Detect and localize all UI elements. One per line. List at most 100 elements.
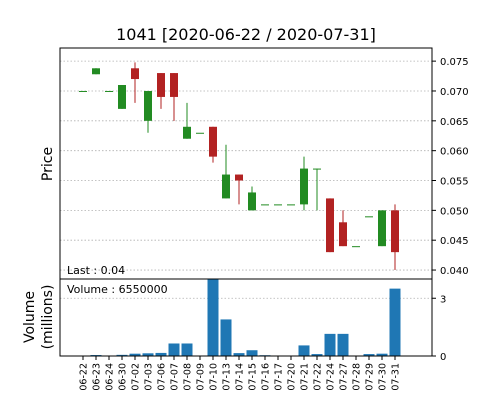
candle-07-06 xyxy=(157,73,165,109)
date-tick-label: 07-15 xyxy=(248,363,259,391)
candle-07-17 xyxy=(274,204,282,206)
date-tick-label: 07-29 xyxy=(365,363,376,391)
candle-body xyxy=(170,73,178,97)
date-tick-label: 06-23 xyxy=(92,363,103,391)
price-panel: 0.040 0.045 0.050 0.055 0.060 0.065 0.070 0.075… xyxy=(40,47,469,280)
candle-07-10 xyxy=(209,126,217,163)
date-tick-label: 07-30 xyxy=(378,363,389,391)
volume-annotation: Volume : 6550000 xyxy=(67,283,168,296)
volume-bar-07-07 xyxy=(168,343,180,356)
candle-07-15 xyxy=(248,186,256,211)
price-panel-frame xyxy=(59,47,433,280)
price-tick-label: 0.055 xyxy=(440,177,469,188)
candle-body xyxy=(274,204,282,206)
candle-07-08 xyxy=(183,102,191,139)
date-tick-label: 06-24 xyxy=(105,363,116,391)
date-tick-label: 06-30 xyxy=(118,363,129,391)
volume-axis-label: Volume (millions) xyxy=(22,285,56,350)
price-axis: 0.040 0.045 0.050 0.055 0.060 0.065 0.070 0.075 xyxy=(432,57,469,277)
volume-bar-07-31 xyxy=(389,288,401,356)
date-tick-label: 07-27 xyxy=(339,363,350,391)
candle-body xyxy=(222,174,230,199)
date-tick-label: 07-13 xyxy=(222,363,233,391)
volume-bar-06-30 xyxy=(116,354,128,356)
volume-bar-07-08 xyxy=(181,343,193,356)
candle-body xyxy=(105,90,113,92)
candle-body xyxy=(157,73,165,97)
candle-body xyxy=(92,68,100,75)
candle-body xyxy=(326,198,334,253)
date-tick-label: 07-09 xyxy=(196,363,207,391)
volume-bar-07-29 xyxy=(363,354,375,356)
date-tick-label: 07-06 xyxy=(157,363,168,391)
candle-body xyxy=(235,174,243,181)
price-tick-label: 0.065 xyxy=(440,117,469,128)
last-price-annotation: Last : 0.04 xyxy=(67,264,125,277)
candle-body xyxy=(287,204,295,206)
candle-07-14 xyxy=(235,174,243,205)
date-tick-label: 07-16 xyxy=(261,363,272,391)
candle-07-20 xyxy=(287,204,295,206)
price-tick-label: 0.070 xyxy=(440,87,469,98)
volume-panel-frame xyxy=(59,278,433,357)
volume-panel: 03 Volume (millions) Volume : 6550000 xyxy=(22,278,446,363)
candle-07-29 xyxy=(365,216,373,218)
date-tick-label: 07-21 xyxy=(300,363,311,391)
volume-bar-07-15 xyxy=(246,350,258,356)
candle-body xyxy=(144,90,152,121)
volume-bar-07-24 xyxy=(324,333,336,356)
volume-tick-label: 3 xyxy=(440,294,446,305)
date-tick-label: 07-17 xyxy=(274,363,285,391)
candle-07-21 xyxy=(300,156,308,211)
price-tick-label: 0.040 xyxy=(440,266,469,277)
candle-body xyxy=(300,168,308,205)
candle-07-27 xyxy=(339,210,347,247)
chart-title: 1041 [2020-06-22 / 2020-07-31] xyxy=(116,25,376,44)
date-tick-label: 07-07 xyxy=(170,363,181,391)
price-candles xyxy=(79,62,399,271)
date-tick-label: 07-03 xyxy=(144,363,155,391)
candle-07-02 xyxy=(131,62,139,103)
candle-body xyxy=(378,210,386,247)
volume-bar-07-30 xyxy=(376,353,388,356)
date-tick-label: 06-22 xyxy=(79,363,90,391)
volume-bar-07-27 xyxy=(337,333,349,356)
volume-bar-07-13 xyxy=(220,319,232,356)
candle-body xyxy=(118,85,126,109)
candle-07-31 xyxy=(391,204,399,271)
date-tick-label: 07-22 xyxy=(313,363,324,391)
price-tick-label: 0.060 xyxy=(440,147,469,158)
date-tick-label: 07-28 xyxy=(352,363,363,391)
candle-body xyxy=(248,192,256,211)
volume-axis: 03 xyxy=(432,294,446,363)
candle-body xyxy=(313,168,321,170)
candle-07-30 xyxy=(378,210,386,247)
price-axis-label: Price xyxy=(40,147,56,181)
volume-bar-07-10 xyxy=(207,279,219,356)
volume-bar-07-21 xyxy=(298,345,310,356)
candle-07-16 xyxy=(261,204,269,206)
candle-06-22 xyxy=(79,90,87,92)
candle-06-23 xyxy=(92,68,100,75)
price-tick-label: 0.075 xyxy=(440,57,469,68)
volume-bar-07-06 xyxy=(155,352,167,356)
candle-07-24 xyxy=(326,198,334,253)
price-tick-label: 0.045 xyxy=(440,236,469,247)
candle-06-30 xyxy=(118,85,126,109)
candle-06-24 xyxy=(105,90,113,92)
volume-bar-07-03 xyxy=(142,353,154,356)
date-tick-label: 07-02 xyxy=(131,363,142,391)
candle-body xyxy=(339,222,347,247)
date-tick-label: 07-31 xyxy=(391,363,402,391)
candle-body xyxy=(131,68,139,80)
date-tick-label: 07-08 xyxy=(183,363,194,391)
candle-body xyxy=(365,216,373,218)
candle-body xyxy=(183,126,191,139)
date-axis: 06-22 06-23 06-24 06-30 07-02 07-03 07-06 07-07… xyxy=(79,356,402,391)
price-grid xyxy=(60,60,432,271)
volume-tick-label: 0 xyxy=(440,352,446,363)
candle-07-09 xyxy=(196,132,204,134)
candle-body xyxy=(391,210,399,253)
date-tick-label: 07-24 xyxy=(326,363,337,391)
